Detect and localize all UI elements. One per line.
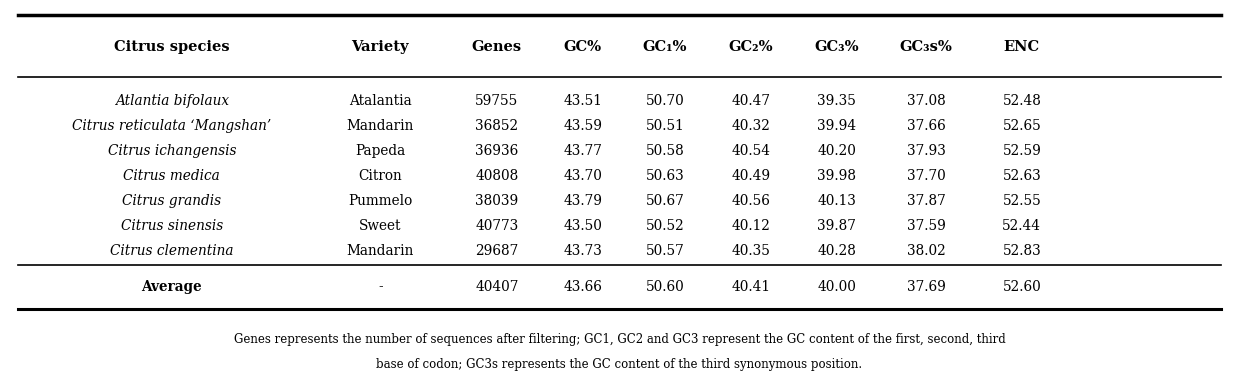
Text: 40.35: 40.35 xyxy=(731,244,771,258)
Text: Citrus ichangensis: Citrus ichangensis xyxy=(108,144,237,158)
Text: 40.41: 40.41 xyxy=(731,280,771,294)
Text: 52.63: 52.63 xyxy=(1002,169,1041,183)
Text: 50.58: 50.58 xyxy=(646,144,684,158)
Text: 43.79: 43.79 xyxy=(564,194,602,208)
Text: 36852: 36852 xyxy=(476,119,518,133)
Text: 43.51: 43.51 xyxy=(564,94,602,108)
Text: Atlantia bifolaux: Atlantia bifolaux xyxy=(115,94,229,108)
Text: Citrus clementina: Citrus clementina xyxy=(110,244,233,258)
Text: 40808: 40808 xyxy=(476,169,518,183)
Text: 37.70: 37.70 xyxy=(907,169,945,183)
Text: GC₃%: GC₃% xyxy=(814,40,859,54)
Text: 39.35: 39.35 xyxy=(818,94,856,108)
Text: Genes represents the number of sequences after filtering; GC1, GC2 and GC3 repre: Genes represents the number of sequences… xyxy=(234,333,1005,346)
Text: 37.93: 37.93 xyxy=(907,144,945,158)
Text: Pummelo: Pummelo xyxy=(348,194,413,208)
Text: 39.87: 39.87 xyxy=(818,219,856,233)
Text: Citrus sinensis: Citrus sinensis xyxy=(120,219,223,233)
Text: 40407: 40407 xyxy=(475,280,519,294)
Text: 50.60: 50.60 xyxy=(646,280,684,294)
Text: 43.59: 43.59 xyxy=(564,119,602,133)
Text: 40773: 40773 xyxy=(476,219,518,233)
Text: 37.66: 37.66 xyxy=(907,119,945,133)
Text: 43.73: 43.73 xyxy=(564,244,602,258)
Text: 52.55: 52.55 xyxy=(1002,194,1041,208)
Text: 50.67: 50.67 xyxy=(646,194,684,208)
Text: 50.70: 50.70 xyxy=(646,94,684,108)
Text: GC%: GC% xyxy=(564,40,602,54)
Text: Average: Average xyxy=(141,280,202,294)
Text: 40.00: 40.00 xyxy=(818,280,856,294)
Text: 43.66: 43.66 xyxy=(564,280,602,294)
Text: 52.48: 52.48 xyxy=(1002,94,1041,108)
Text: 59755: 59755 xyxy=(476,94,518,108)
Text: 43.50: 43.50 xyxy=(564,219,602,233)
Text: Papeda: Papeda xyxy=(356,144,405,158)
Text: 50.51: 50.51 xyxy=(646,119,684,133)
Text: Mandarin: Mandarin xyxy=(347,119,414,133)
Text: 50.52: 50.52 xyxy=(646,219,684,233)
Text: 38039: 38039 xyxy=(476,194,518,208)
Text: 37.59: 37.59 xyxy=(907,219,945,233)
Text: 40.54: 40.54 xyxy=(731,144,771,158)
Text: 43.70: 43.70 xyxy=(564,169,602,183)
Text: 50.57: 50.57 xyxy=(646,244,684,258)
Text: 37.87: 37.87 xyxy=(907,194,945,208)
Text: 52.83: 52.83 xyxy=(1002,244,1041,258)
Text: 52.44: 52.44 xyxy=(1002,219,1041,233)
Text: 52.60: 52.60 xyxy=(1002,280,1041,294)
Text: 40.28: 40.28 xyxy=(818,244,856,258)
Text: 37.08: 37.08 xyxy=(907,94,945,108)
Text: Atalantia: Atalantia xyxy=(349,94,411,108)
Text: base of codon; GC3s represents the GC content of the third synonymous position.: base of codon; GC3s represents the GC co… xyxy=(377,358,862,371)
Text: 39.94: 39.94 xyxy=(817,119,856,133)
Text: 39.98: 39.98 xyxy=(817,169,856,183)
Text: 50.63: 50.63 xyxy=(646,169,684,183)
Text: GC₃s%: GC₃s% xyxy=(900,40,953,54)
Text: Citrus reticulata ‘Mangshan’: Citrus reticulata ‘Mangshan’ xyxy=(72,119,271,133)
Text: 40.13: 40.13 xyxy=(818,194,856,208)
Text: Variety: Variety xyxy=(352,40,409,54)
Text: Citrus species: Citrus species xyxy=(114,40,229,54)
Text: 43.77: 43.77 xyxy=(564,144,602,158)
Text: 40.12: 40.12 xyxy=(731,219,771,233)
Text: Citrus grandis: Citrus grandis xyxy=(123,194,222,208)
Text: 38.02: 38.02 xyxy=(907,244,945,258)
Text: Citrus medica: Citrus medica xyxy=(124,169,221,183)
Text: ENC: ENC xyxy=(1004,40,1040,54)
Text: -: - xyxy=(378,280,383,294)
Text: Citron: Citron xyxy=(358,169,403,183)
Text: 40.47: 40.47 xyxy=(731,94,771,108)
Text: 40.49: 40.49 xyxy=(731,169,771,183)
Text: 40.56: 40.56 xyxy=(731,194,771,208)
Text: Sweet: Sweet xyxy=(359,219,401,233)
Text: GC₁%: GC₁% xyxy=(643,40,688,54)
Text: 52.65: 52.65 xyxy=(1002,119,1041,133)
Text: 40.32: 40.32 xyxy=(731,119,771,133)
Text: 40.20: 40.20 xyxy=(818,144,856,158)
Text: Mandarin: Mandarin xyxy=(347,244,414,258)
Text: 36936: 36936 xyxy=(476,144,518,158)
Text: 29687: 29687 xyxy=(476,244,518,258)
Text: 37.69: 37.69 xyxy=(907,280,945,294)
Text: Genes: Genes xyxy=(472,40,522,54)
Text: GC₂%: GC₂% xyxy=(729,40,773,54)
Text: 52.59: 52.59 xyxy=(1002,144,1041,158)
